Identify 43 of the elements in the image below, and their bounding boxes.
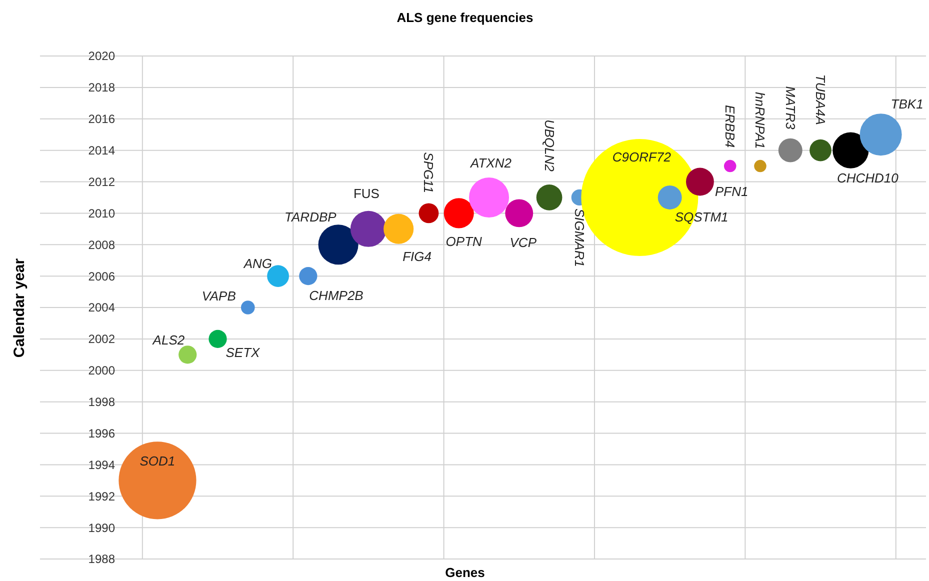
y-tick-label: 1998 — [88, 395, 116, 410]
y-tick-label: 2010 — [88, 206, 116, 220]
series-label: SOD1 — [140, 453, 176, 468]
y-tick-label: 1994 — [88, 458, 116, 472]
y-tick-label: 2000 — [88, 364, 116, 378]
text: SPG11 — [421, 152, 436, 194]
y-tick-label: 2020 — [88, 49, 116, 64]
series-label: VAPB — [202, 288, 236, 304]
y-tick-label: 1996 — [88, 426, 116, 440]
text: ERBB4 — [722, 105, 738, 148]
series-label: TARDBP — [284, 210, 337, 225]
text: UBQLN2 — [542, 119, 557, 172]
series-label: PFN1 — [714, 184, 748, 199]
text: hnRNPA1 — [752, 92, 768, 149]
series-label: ATXN2 — [470, 155, 512, 170]
y-tick-label: 2006 — [88, 269, 116, 284]
series-label: C9ORF72 — [612, 149, 672, 164]
series-label: VCP — [510, 235, 537, 250]
series-label: TBK1 — [890, 96, 924, 112]
y-tick-label: 1992 — [88, 489, 116, 504]
y-tick-label: 2012 — [88, 174, 116, 189]
series-label: SETX — [226, 344, 262, 360]
y-tick-label: 2002 — [88, 332, 116, 346]
y-tick-label: 2018 — [88, 80, 116, 95]
y-tick-label: 1988 — [88, 552, 116, 566]
x-axis-title: Genes — [445, 565, 485, 580]
series-label: ANG — [242, 256, 272, 272]
text: MATR3 — [782, 86, 798, 130]
text: SIGMAR1 — [572, 208, 587, 267]
series-label: ALS2 — [152, 332, 186, 348]
y-tick-label: 2014 — [88, 144, 116, 158]
y-tick-label: 2008 — [88, 238, 116, 252]
series-label: CHCHD10 — [836, 170, 900, 186]
y-tick-label: 1990 — [88, 520, 116, 535]
y-axis-title: Calendar year — [11, 258, 28, 358]
text: TUBA4A — [813, 74, 828, 125]
series-label: CHMP2B — [309, 288, 364, 304]
chart-title: ALS gene frequencies — [396, 10, 534, 25]
series-label: FUS — [353, 186, 380, 201]
series-label: FIG4 — [402, 248, 432, 264]
y-tick-label: 2016 — [88, 112, 116, 126]
y-tick-label: 2004 — [88, 300, 116, 315]
series-label: OPTN — [446, 234, 483, 250]
